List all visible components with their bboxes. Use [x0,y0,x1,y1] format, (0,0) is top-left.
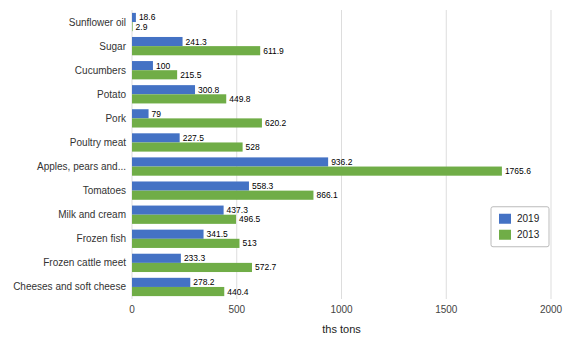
x-tick-label: 1500 [435,304,458,315]
data-label: 300.8 [198,85,220,95]
data-label: 341.5 [207,229,229,239]
data-label: 1765.6 [505,166,531,176]
data-label: 100 [156,61,170,71]
data-label: 513 [242,238,256,248]
data-label: 620.2 [265,118,287,128]
y-tick-label: Potato [97,89,126,100]
y-tick-label: Sugar [99,41,126,52]
bar [132,94,226,103]
bar [132,70,177,79]
bars [132,13,502,296]
bar [132,230,204,239]
y-tick-label: Tomatoes [83,185,126,196]
grid-line [341,10,342,299]
bar [132,22,133,31]
legend-swatch [499,214,511,224]
bar [132,109,149,118]
y-tick-label: Frozen cattle meet [43,257,126,268]
legend: 2019 2013 [491,207,549,247]
legend-label: 2013 [517,229,540,240]
data-label: 558.3 [252,181,274,191]
x-tick-label: 500 [228,304,245,315]
bar [132,287,224,296]
y-tick-label: Sunflower oil [69,17,126,28]
grid [132,10,551,299]
data-label: 449.8 [229,94,251,104]
chart: 0 500 1000 1500 2000 ths tons Cheeses and soft… [0,0,567,341]
bar [132,118,262,127]
data-label: 611.9 [263,46,284,56]
bar [132,85,195,94]
y-tick-label: Cucumbers [75,65,126,76]
chart-container: 0 500 1000 1500 2000 ths tons Cheeses and soft… [0,0,567,341]
data-label: 496.5 [239,214,261,224]
legend-label: 2019 [517,213,540,224]
data-label: 866.1 [316,190,338,200]
data-label: 936.2 [331,157,353,167]
bar [132,254,181,263]
y-tick-label: Milk and cream [58,209,126,220]
grid-line [446,10,447,299]
data-label: 572.7 [255,262,277,272]
bar [132,215,236,224]
bar [132,142,243,151]
data-label: 241.3 [186,37,208,47]
bar [132,167,502,176]
grid-line [551,10,552,299]
x-tick-label: 1000 [330,304,353,315]
bar [132,239,239,248]
data-labels: 278.2233.3341.5437.3558.3936.2227.579300… [136,12,532,296]
legend-box [491,207,549,247]
bar [132,133,180,142]
y-tick-label: Frozen fish [77,233,126,244]
bar [132,61,153,70]
bar [132,191,313,200]
bar [132,263,252,272]
data-label: 2.9 [136,22,148,32]
y-tick-label: Poultry meat [70,137,126,148]
bar [132,46,260,55]
bar [132,278,190,287]
y-tick-label: Apples, pears and... [37,161,126,172]
bar [132,37,183,46]
bar [132,157,328,166]
y-tick-label: Cheeses and soft cheese [13,281,126,292]
bar [132,181,249,190]
x-tick-label: 2000 [540,304,563,315]
x-tick-label: 0 [129,304,135,315]
data-label: 278.2 [193,277,215,287]
legend-swatch [499,230,511,240]
data-label: 215.5 [180,70,202,80]
data-label: 528 [246,142,260,152]
data-label: 79 [152,109,162,119]
y-tick-label: Pork [105,113,127,124]
data-label: 227.5 [183,133,205,143]
bar [132,206,224,215]
x-axis-label: ths tons [322,323,361,335]
data-label: 440.4 [227,287,249,297]
data-label: 233.3 [184,253,206,263]
